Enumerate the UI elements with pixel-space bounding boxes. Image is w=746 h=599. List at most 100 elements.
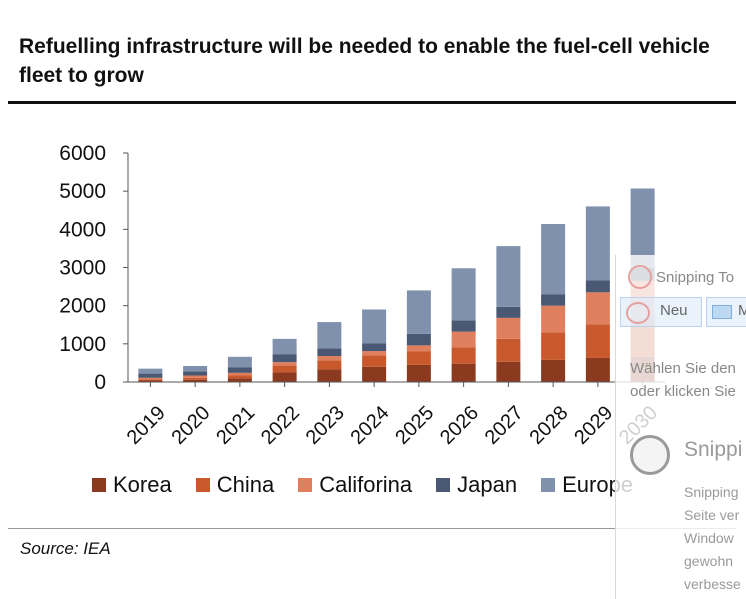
bar-segment-califorina <box>496 317 521 339</box>
x-tick-label: 2021 <box>212 402 259 449</box>
legend-swatch <box>298 478 313 492</box>
bar-segment-califorina <box>541 305 566 333</box>
y-tick-label: 2000 <box>59 295 106 318</box>
y-tick-label: 5000 <box>59 180 106 203</box>
y-tick-label: 6000 <box>59 142 106 165</box>
bar-segment-korea <box>406 364 431 382</box>
y-tick-label: 3000 <box>59 257 106 280</box>
bar-segment-europe <box>585 206 610 281</box>
bar-segment-korea <box>541 359 566 382</box>
bar-segment-china <box>496 338 521 362</box>
x-tick-label: 2026 <box>436 402 483 449</box>
legend-label: Korea <box>113 472 172 497</box>
legend: Korea China Califorina Japan Europe <box>92 472 657 498</box>
legend-label: Califorina <box>319 472 413 497</box>
bar-segment-korea <box>496 361 521 382</box>
snip-sketch-app-name: Snippi <box>684 438 743 461</box>
bar-segment-korea <box>317 369 342 382</box>
x-tick-label: 2029 <box>570 402 617 449</box>
bar-segment-china <box>406 351 431 365</box>
bar-segment-europe <box>317 322 342 349</box>
legend-swatch <box>92 478 106 492</box>
bar-segment-japan <box>585 280 610 293</box>
instruction-text-2: oder klicken Sie <box>630 383 736 400</box>
bar-segment-china <box>362 355 387 367</box>
legend-item-japan: Japan <box>436 472 517 498</box>
x-tick-label: 2025 <box>391 402 438 449</box>
x-axis: 2019202020212022202320242025202620272028… <box>123 381 665 449</box>
bar-segment-korea <box>362 366 387 382</box>
mode-icon <box>712 305 732 319</box>
bar-segment-korea <box>451 363 476 382</box>
snipping-tool-window[interactable]: Snipping To Neu M Wählen Sie den oder kl… <box>615 255 746 599</box>
legend-label: China <box>216 472 275 497</box>
bar-segment-europe <box>541 223 566 295</box>
bar-segment-china <box>317 360 342 370</box>
snip-description-line: Snipping <box>684 484 739 500</box>
bar-segment-europe <box>138 368 163 374</box>
bar-segment-korea <box>272 372 297 382</box>
bar-segment-califorina <box>406 345 431 352</box>
bar-segment-califorina <box>138 377 163 380</box>
bar-segment-china <box>451 347 476 364</box>
y-axis: 0 1000 2000 3000 4000 5000 6000 <box>59 142 129 394</box>
bar-segment-korea <box>585 357 610 382</box>
x-tick-label: 2020 <box>168 402 215 449</box>
x-tick-label: 2023 <box>302 402 349 449</box>
chart-title: Refuelling infrastructure will be needed… <box>19 35 710 87</box>
bar-segment-japan <box>227 367 252 373</box>
bar-segment-europe <box>406 290 431 334</box>
legend-label: Japan <box>457 472 518 497</box>
bar-segment-korea <box>227 378 252 382</box>
x-tick-label: 2027 <box>481 402 528 449</box>
footer-divider <box>8 528 736 529</box>
snip-description-line: gewohn <box>684 553 734 569</box>
x-tick-label: 2028 <box>526 402 573 449</box>
bar-segment-califorina <box>227 372 252 376</box>
bar-segment-japan <box>317 348 342 357</box>
bar-segment-europe <box>272 338 297 355</box>
bars <box>138 188 655 382</box>
bar-segment-japan <box>406 333 431 346</box>
mode-label[interactable]: M <box>738 302 746 319</box>
x-tick-label: 2024 <box>347 402 394 449</box>
y-tick-label: 0 <box>94 371 106 394</box>
instruction-text-1: Wählen Sie den <box>630 360 736 377</box>
bar-segment-japan <box>183 371 208 376</box>
snip-sketch-icon <box>630 435 670 475</box>
bar-segment-califorina <box>362 351 387 356</box>
title-divider <box>8 101 736 104</box>
bar-segment-japan <box>362 343 387 352</box>
source-note: Source: IEA <box>20 539 111 558</box>
bar-segment-europe <box>630 188 655 268</box>
bar-segment-china <box>272 365 297 373</box>
bar-segment-china <box>541 332 566 360</box>
legend-swatch <box>436 478 451 492</box>
legend-swatch <box>195 478 210 492</box>
bar-segment-califorina <box>317 356 342 361</box>
bar-segment-china <box>227 375 252 379</box>
bar-segment-califorina <box>451 331 476 348</box>
bar-segment-europe <box>183 365 208 372</box>
new-snip-icon <box>626 302 650 324</box>
snip-description-line: verbesse <box>684 576 741 592</box>
bar-segment-china <box>183 377 208 380</box>
bar-segment-europe <box>362 309 387 344</box>
x-tick-label: 2022 <box>257 402 304 449</box>
scissors-icon <box>628 265 652 289</box>
bar-segment-china <box>585 324 610 358</box>
x-tick-label: 2019 <box>123 402 170 449</box>
bar-segment-europe <box>451 268 476 321</box>
legend-item-korea: Korea <box>92 472 172 498</box>
legend-swatch <box>541 478 556 492</box>
bar-segment-califorina <box>183 375 208 378</box>
bar-segment-korea <box>183 379 208 382</box>
bar-segment-japan <box>272 354 297 363</box>
new-snip-label[interactable]: Neu <box>660 302 688 319</box>
bar-segment-europe <box>496 246 521 307</box>
snip-description-line: Seite ver <box>684 507 740 523</box>
y-tick-label: 4000 <box>59 218 106 241</box>
snip-description-line: Window <box>684 530 734 546</box>
bar-segment-califorina <box>272 362 297 366</box>
y-tick-label: 1000 <box>59 333 106 356</box>
